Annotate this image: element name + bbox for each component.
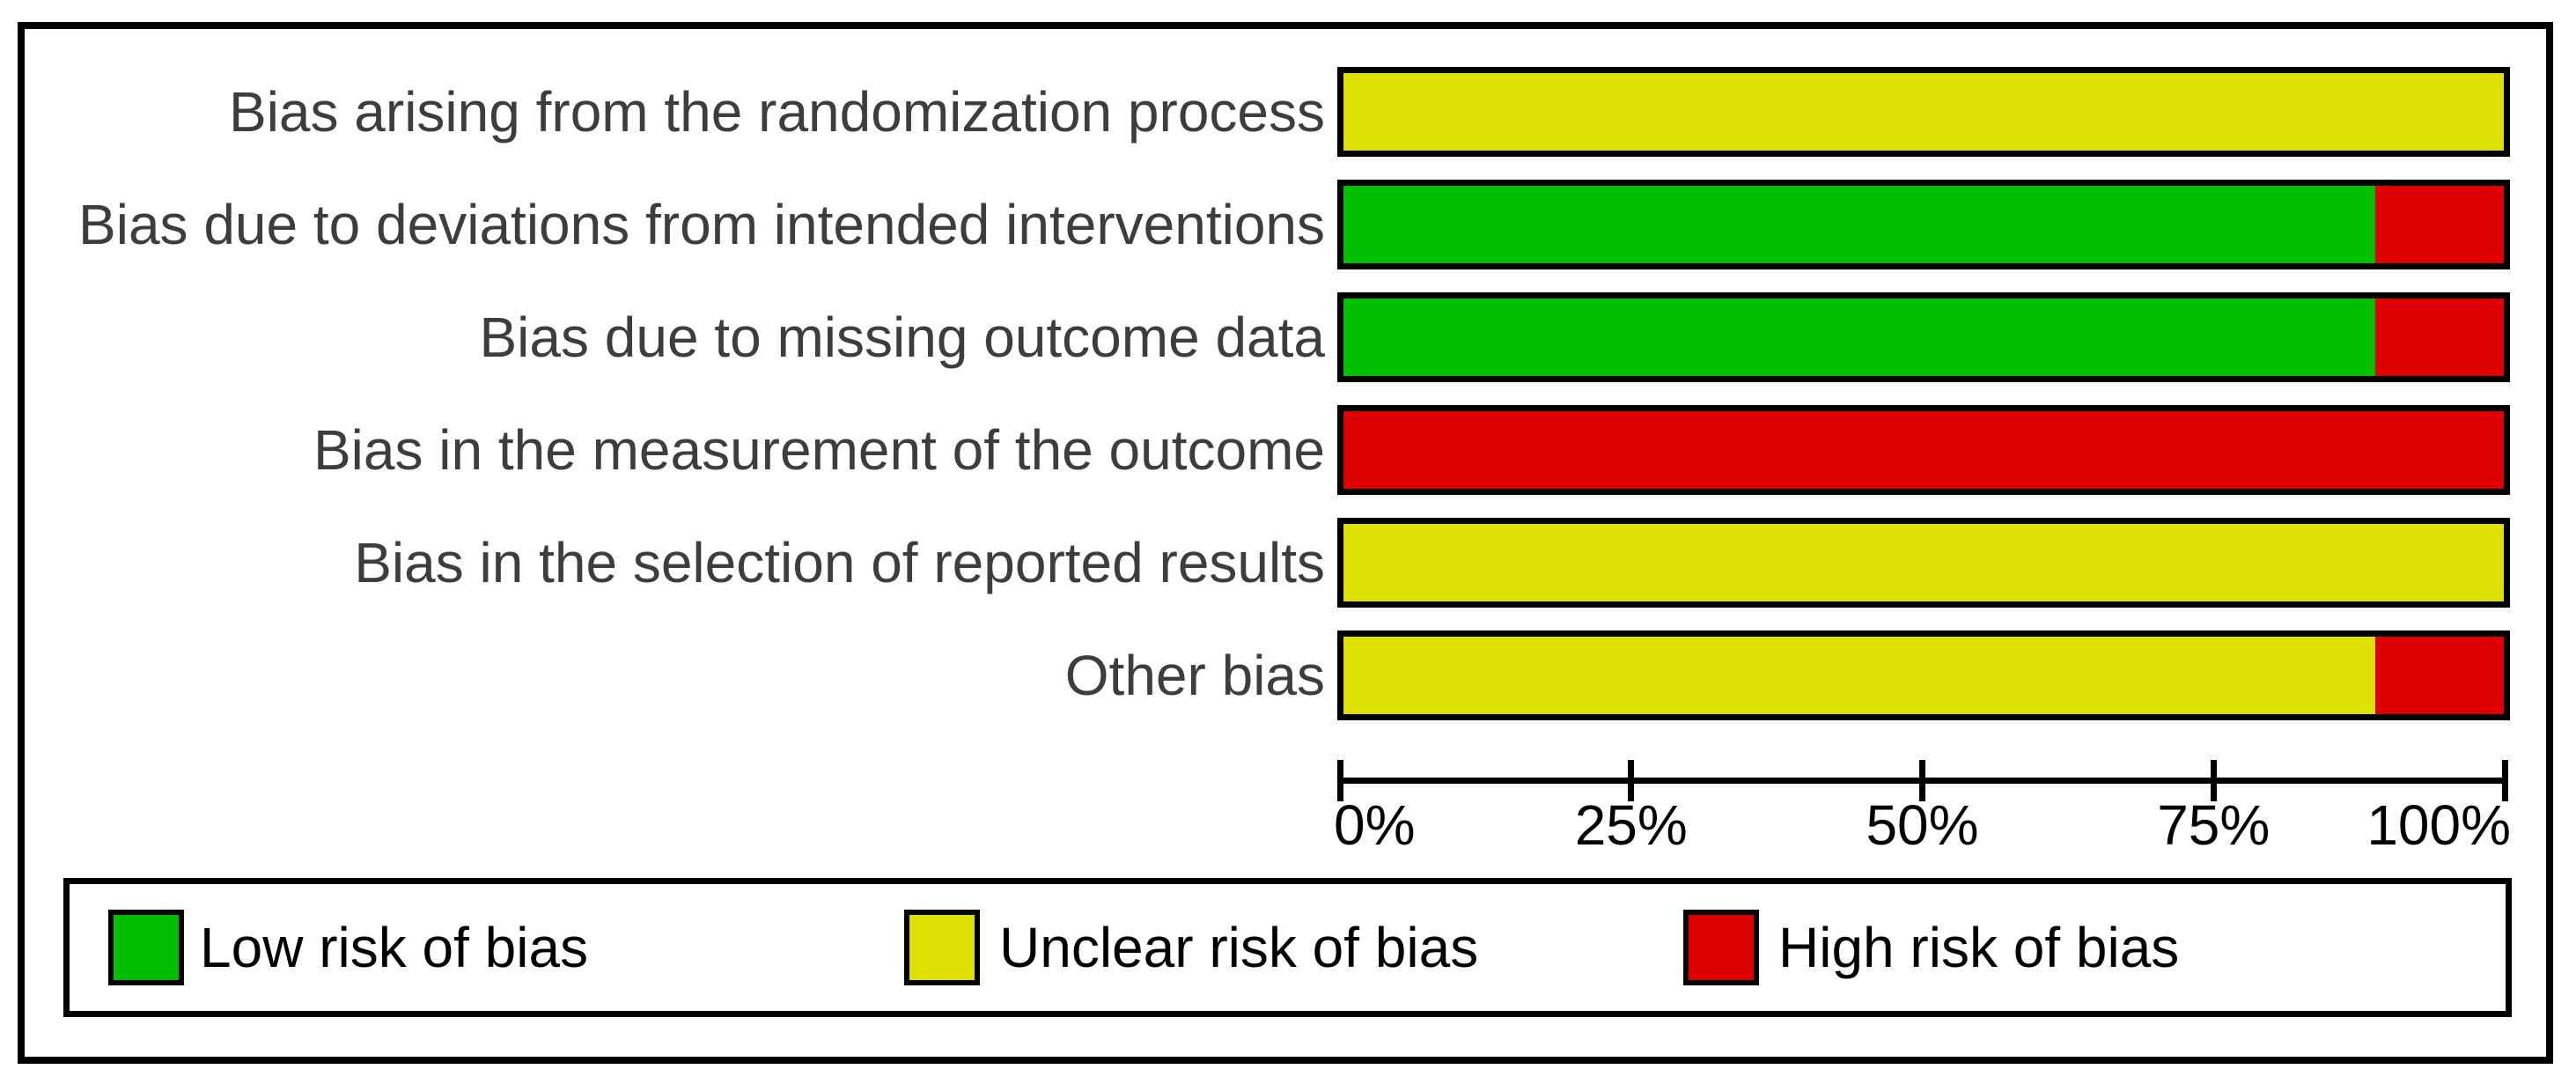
axis-tick xyxy=(2501,760,2508,801)
bar-segment-unclear xyxy=(1343,524,2504,601)
row-label: Bias arising from the randomization proc… xyxy=(229,80,1325,144)
bar-segment-high xyxy=(2374,637,2504,714)
bar-segment-high xyxy=(1343,411,2504,489)
row-label: Bias in the measurement of the outcome xyxy=(313,418,1325,482)
axis-tick xyxy=(1919,760,1925,801)
axis-tick-label: 75% xyxy=(2157,793,2271,857)
legend-label: Unclear risk of bias xyxy=(999,916,1479,979)
bar-row xyxy=(1337,405,2510,495)
bar-segment-high xyxy=(2374,186,2504,263)
legend-box xyxy=(63,878,2512,1017)
row-label: Bias in the selection of reported result… xyxy=(354,531,1325,594)
bar-segment-unclear xyxy=(1343,73,2504,151)
row-label: Bias due to missing outcome data xyxy=(479,306,1325,369)
row-label: Other bias xyxy=(1064,644,1325,707)
axis-tick-label: 0% xyxy=(1334,793,1416,857)
bar-row xyxy=(1337,180,2510,269)
chart-outer-border xyxy=(18,22,2553,1064)
legend-swatch-low xyxy=(108,910,184,985)
axis-tick-label: 50% xyxy=(1866,793,1979,857)
bar-segment-unclear xyxy=(1343,637,2375,714)
axis-tick xyxy=(1336,760,1343,801)
axis-tick-label: 25% xyxy=(1574,793,1688,857)
legend-swatch-unclear xyxy=(904,910,980,985)
row-label: Bias due to deviations from intended int… xyxy=(78,193,1325,256)
bar-row xyxy=(1337,292,2510,382)
bar-segment-low xyxy=(1343,299,2375,376)
bar-row xyxy=(1337,518,2510,608)
legend-label: Low risk of bias xyxy=(200,916,589,979)
axis-tick xyxy=(2210,760,2217,801)
bar-row xyxy=(1337,67,2510,157)
legend-swatch-high xyxy=(1683,910,1759,985)
axis-tick xyxy=(1628,760,1635,801)
axis-tick-label: 100% xyxy=(2366,793,2511,857)
bar-segment-high xyxy=(2374,299,2504,376)
bar-row xyxy=(1337,630,2510,720)
bar-segment-low xyxy=(1343,186,2375,263)
legend-label: High risk of bias xyxy=(1778,916,2180,979)
